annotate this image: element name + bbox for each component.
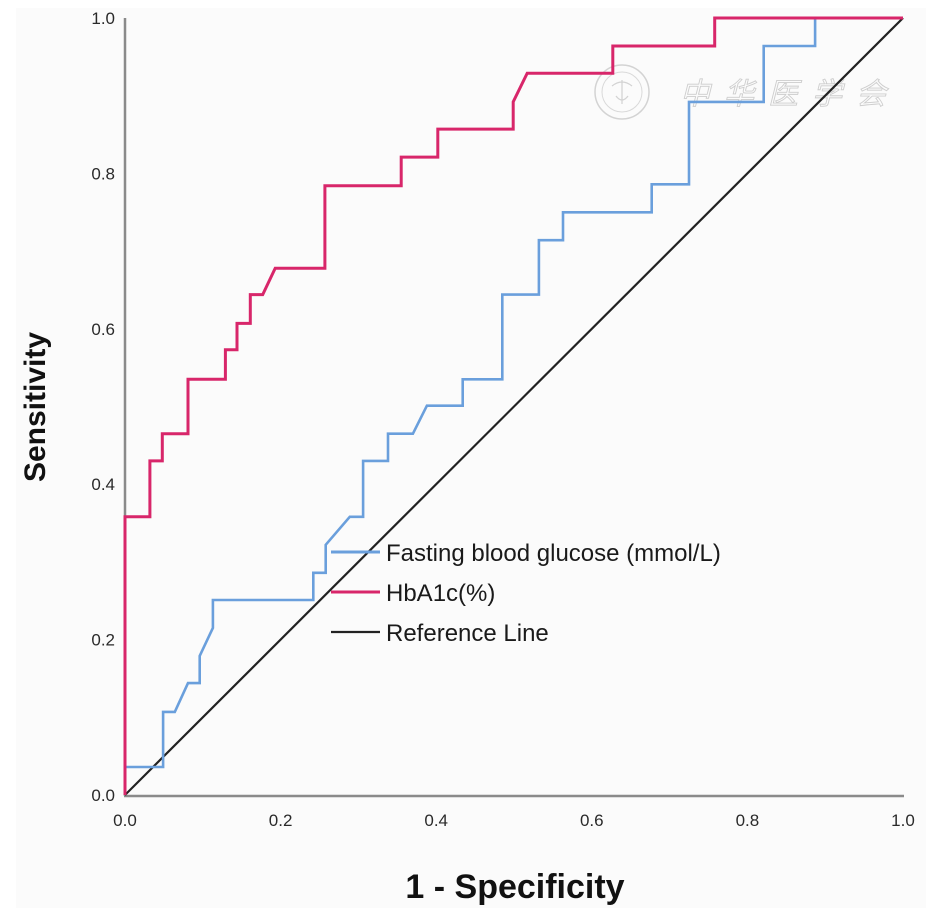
series-line-hba1c	[123, 16, 903, 795]
x-tick-label: 0.2	[269, 811, 293, 830]
legend-label: Fasting blood glucose (mmol/L)	[386, 540, 721, 567]
series-line-fasting-blood-glucose	[123, 16, 903, 795]
x-tick-label: 0.8	[736, 811, 760, 830]
y-tick-label: 0.0	[91, 786, 115, 805]
series-lines	[123, 16, 904, 796]
y-axis-title: Sensitivity	[19, 332, 52, 482]
watermark-text: 中华医学会	[680, 77, 900, 112]
y-tick-label: 1.0	[91, 9, 115, 28]
x-axis-title: 1 - Specificity	[405, 868, 624, 906]
x-tick-labels: 0.0 0.2 0.4 0.6 0.8 1.0	[113, 811, 915, 830]
reference-line	[124, 17, 904, 796]
watermark-logo-icon	[594, 64, 650, 120]
x-tick-label: 0.0	[113, 811, 137, 830]
watermark: 中华医学会	[594, 64, 900, 120]
legend: Fasting blood glucose (mmol/L) HbA1c(%) Re…	[331, 540, 721, 647]
y-tick-label: 0.6	[91, 320, 115, 339]
legend-label: HbA1c(%)	[386, 580, 495, 607]
y-tick-labels: 0.0 0.2 0.4 0.6 0.8 1.0	[91, 9, 115, 805]
legend-label: Reference Line	[386, 620, 549, 647]
x-tick-label: 1.0	[891, 811, 915, 830]
x-tick-label: 0.6	[580, 811, 604, 830]
y-tick-label: 0.4	[91, 475, 115, 494]
x-tick-label: 0.4	[424, 811, 448, 830]
chart-frame	[16, 8, 926, 908]
y-tick-label: 0.2	[91, 631, 115, 650]
y-tick-label: 0.8	[91, 164, 115, 183]
